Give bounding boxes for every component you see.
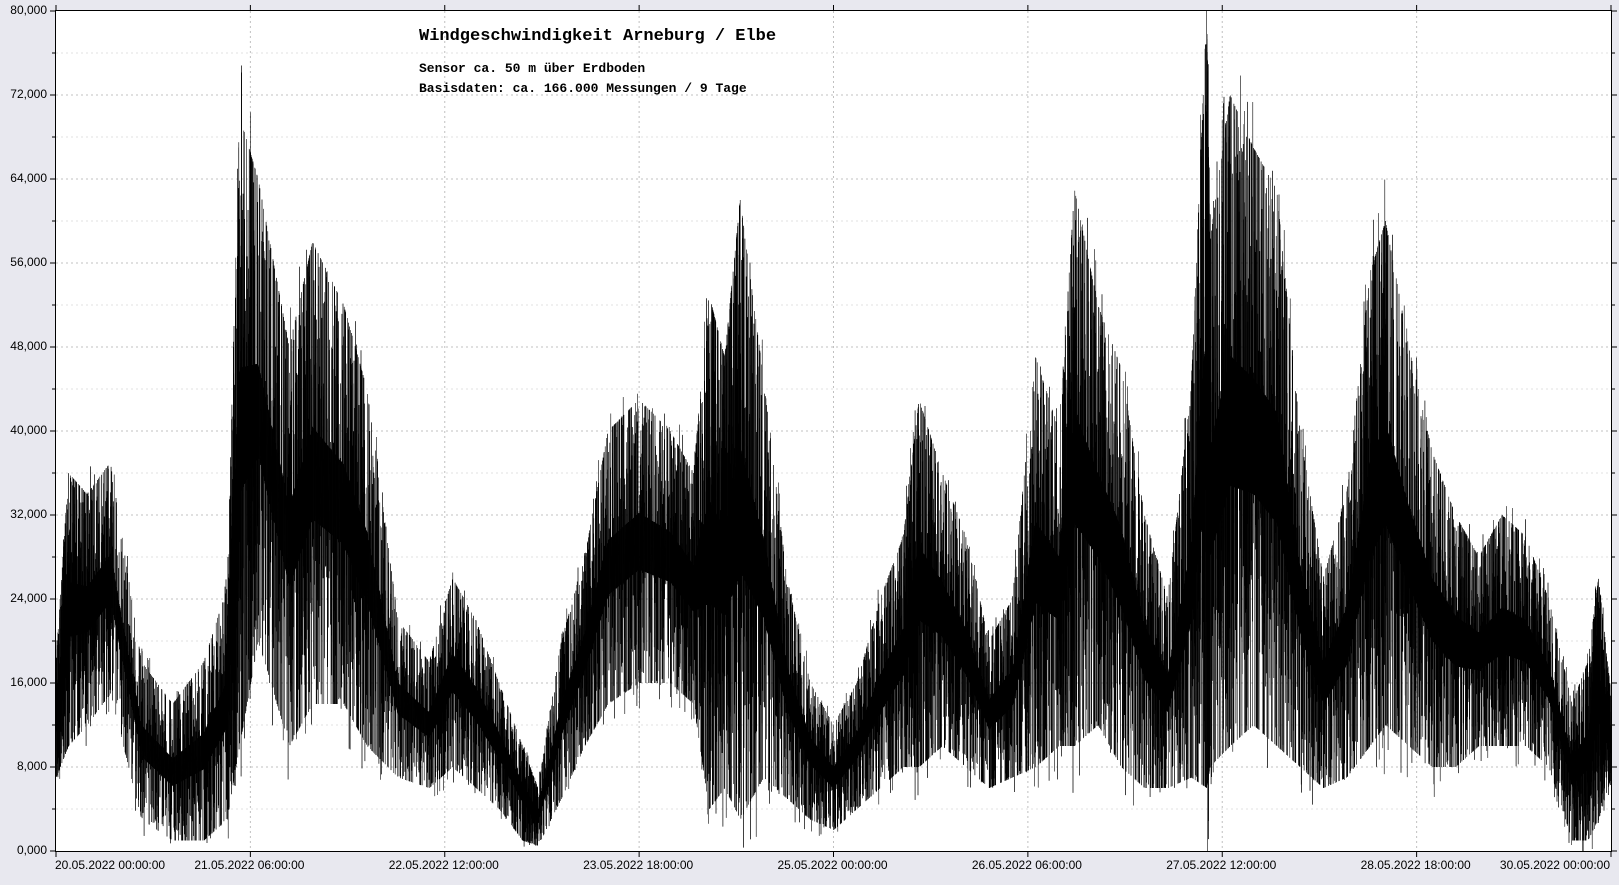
y-tick-label: 80,000 — [10, 3, 47, 17]
y-tick-label: 72,000 — [10, 87, 47, 101]
y-tick-label: 40,000 — [10, 423, 47, 437]
x-tick-label: 20.05.2022 00:00:00 — [55, 858, 165, 872]
y-tick-label: 56,000 — [10, 255, 47, 269]
x-tick-label: 30.05.2022 00:00:00 — [1500, 858, 1610, 872]
x-tick-label: 26.05.2022 06:00:00 — [972, 858, 1082, 872]
y-tick-label: 8,000 — [17, 759, 47, 773]
plot-area: Windgeschwindigkeit Arneburg / Elbe Sens… — [55, 10, 1612, 852]
y-tick-label: 32,000 — [10, 507, 47, 521]
x-tick-label: 21.05.2022 06:00:00 — [194, 858, 304, 872]
x-tick-label: 27.05.2022 12:00:00 — [1166, 858, 1276, 872]
x-tick-label: 22.05.2022 12:00:00 — [389, 858, 499, 872]
chart-subtitle-2: Basisdaten: ca. 166.000 Messungen / 9 Ta… — [419, 81, 747, 96]
chart-svg — [56, 11, 1611, 851]
chart-title: Windgeschwindigkeit Arneburg / Elbe — [419, 27, 776, 46]
chart-subtitle-1: Sensor ca. 50 m über Erdboden — [419, 61, 645, 76]
x-tick-label: 25.05.2022 00:00:00 — [777, 858, 887, 872]
y-tick-label: 0,000 — [17, 843, 47, 857]
x-tick-label: 23.05.2022 18:00:00 — [583, 858, 693, 872]
y-tick-label: 16,000 — [10, 675, 47, 689]
chart-frame: Windgeschwindigkeit Arneburg / Elbe Sens… — [0, 0, 1619, 885]
y-tick-label: 64,000 — [10, 171, 47, 185]
y-tick-label: 24,000 — [10, 591, 47, 605]
x-tick-label: 28.05.2022 18:00:00 — [1361, 858, 1471, 872]
y-tick-label: 48,000 — [10, 339, 47, 353]
